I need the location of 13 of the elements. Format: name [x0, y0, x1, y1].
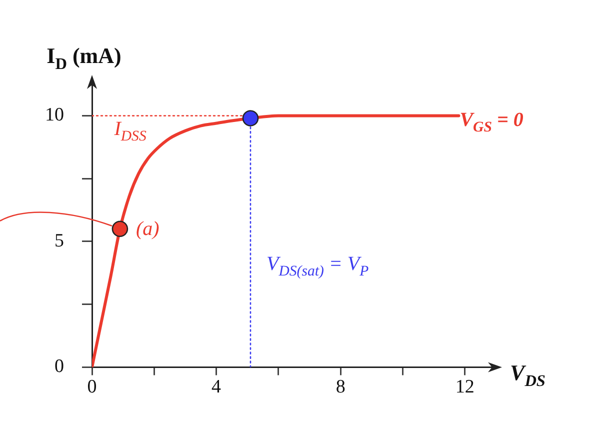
y-axis-title: I$_{D}$ (mA) — [46, 42, 122, 73]
annotation: (a) — [136, 218, 160, 240]
y-tick-label: 10 — [45, 104, 64, 126]
y-tick-label: 0 — [54, 356, 64, 378]
x-axis-title: V$_{DS}$ — [510, 360, 546, 390]
x-tick-label: 12 — [455, 376, 474, 398]
annotation: I$_{DSS}$ — [114, 118, 146, 144]
series-label: V$_{GS}$ = 0 — [460, 108, 524, 136]
x-tick-label: 8 — [336, 376, 346, 398]
x-tick-label: 0 — [87, 376, 97, 398]
x-tick-label: 4 — [212, 376, 222, 398]
y-tick-label: 5 — [54, 230, 64, 252]
annotation: V$_{DS(sat)}$ = V$_{P}$ — [266, 253, 369, 280]
